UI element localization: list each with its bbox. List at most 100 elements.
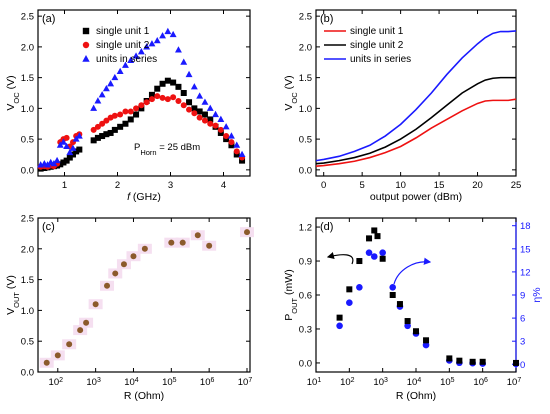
series-eta-point xyxy=(422,341,430,349)
series-eta-point xyxy=(346,299,353,307)
x-axis-label: output power (dBm) xyxy=(370,191,462,203)
y-right-tick-label: 15 xyxy=(520,244,531,255)
y-tick-label: 1.0 xyxy=(21,306,34,317)
series-eta-point xyxy=(336,322,343,330)
series-0-point xyxy=(148,91,155,98)
x-tick-label: 107 xyxy=(507,377,522,389)
y-right-tick-label: 18 xyxy=(520,221,531,232)
series-0-point xyxy=(196,108,203,115)
series-2-point xyxy=(180,58,188,65)
legend-1-marker xyxy=(82,41,90,49)
plot-frame xyxy=(37,217,251,373)
series-1-point xyxy=(223,133,230,140)
series-1-point xyxy=(111,112,118,119)
series-0-point xyxy=(206,242,213,249)
y-tick-label: 0.5 xyxy=(299,135,312,146)
y-tick-label: 0.3 xyxy=(299,324,312,335)
series-pout-point xyxy=(374,233,381,240)
series-pout-point xyxy=(513,359,519,366)
series-2-point xyxy=(98,91,106,98)
y-tick-label: 0.5 xyxy=(21,135,34,146)
y-tick-label: 2.0 xyxy=(21,42,34,53)
series-1-point xyxy=(127,108,134,115)
series-0-point xyxy=(99,133,106,140)
series-1-point xyxy=(122,108,129,115)
x-tick-label: 104 xyxy=(124,377,139,389)
series-0-point xyxy=(76,146,83,153)
y-tick-label: 0.9 xyxy=(299,257,312,268)
series-0-point xyxy=(43,359,50,366)
series-pout-point xyxy=(469,358,476,365)
y-axis-label: VOC (V) xyxy=(283,75,299,110)
panel-label: (a) xyxy=(42,13,55,25)
series-1-point xyxy=(196,114,203,121)
series-0-point xyxy=(233,151,240,158)
series-0-point xyxy=(73,148,80,155)
series-0-point xyxy=(180,90,187,96)
series-2-point xyxy=(44,161,51,168)
series-0-point xyxy=(244,229,251,236)
x-tick-label: 105 xyxy=(162,377,177,389)
series-1-point xyxy=(191,110,198,117)
series-pout-point xyxy=(379,255,386,262)
x-tick-label: 5 xyxy=(360,180,365,191)
series-pout-point xyxy=(413,328,419,335)
panel-b: 0 5 10 15 20 25 0.0 0.5 1.0 1.5 2.0 2.5 output power… xyxy=(283,9,521,203)
series-0-point xyxy=(223,136,230,143)
series-0-point xyxy=(170,79,177,86)
series-2-point xyxy=(69,144,77,151)
x-tick-label: 10 xyxy=(395,180,406,191)
y-right-tick-label: 0 xyxy=(520,360,525,371)
series-2-point xyxy=(111,73,119,81)
y-tick-label: 1.5 xyxy=(21,275,34,286)
x-tick-label: 104 xyxy=(407,377,422,389)
annotation: PHorn = 25 dBm xyxy=(134,142,200,157)
y-right-tick-label: 6 xyxy=(520,314,525,325)
series-pout-point xyxy=(336,314,343,321)
series-2-point xyxy=(94,97,102,104)
series-0-point xyxy=(194,232,201,239)
legend-2-label: units in series xyxy=(96,54,157,65)
series-0-point xyxy=(69,151,76,158)
series-2-point xyxy=(201,98,209,105)
series-1-point xyxy=(133,105,140,112)
plot-frame xyxy=(37,9,251,177)
series-eta-point xyxy=(404,322,411,330)
series-0-point xyxy=(63,157,70,164)
series-0-point xyxy=(201,111,208,118)
series-2-point xyxy=(222,123,230,130)
y-right-tick-label: 3 xyxy=(520,337,525,348)
series-2-point xyxy=(153,36,161,44)
series-1-point xyxy=(201,117,208,124)
series-pout-point xyxy=(446,355,453,362)
series-0-point xyxy=(60,159,67,166)
y-tick-label: 0.6 xyxy=(299,291,312,302)
series-0-point xyxy=(217,129,224,136)
series-0-point xyxy=(104,282,111,289)
series-0-line xyxy=(315,98,517,167)
x-tick-label: 102 xyxy=(340,377,355,389)
series-1-point xyxy=(228,139,235,146)
series-1-point xyxy=(154,93,161,100)
x-axis-label: R (Ohm) xyxy=(396,390,436,402)
series-2-point xyxy=(206,104,214,111)
legend-2-marker xyxy=(82,55,90,62)
y-tick-label: 1.5 xyxy=(299,73,312,84)
panel-label: (d) xyxy=(320,221,333,233)
series-0-point xyxy=(94,134,101,141)
x-axis-label: f (GHz) xyxy=(127,191,161,203)
x-tick-label: 106 xyxy=(200,377,215,389)
series-1-point xyxy=(164,96,171,103)
series-1-point xyxy=(148,96,155,103)
series-2-point xyxy=(238,150,246,158)
series-2-point xyxy=(59,138,67,145)
panel-a: 1 2 3 4 0.0 0.5 1.0 1.5 2.0 2.5 f (GHz) VOC (V) (a) P… xyxy=(5,9,251,203)
series-pout-point xyxy=(479,358,486,365)
legend-2-label: units in series xyxy=(350,54,411,65)
y-tick-label: 2.0 xyxy=(299,42,312,53)
x-tick-label: 101 xyxy=(307,377,322,389)
series-2-point xyxy=(102,84,110,92)
series-2-point xyxy=(90,104,98,111)
series-pout-point xyxy=(389,292,396,298)
series-2-point xyxy=(233,141,241,148)
